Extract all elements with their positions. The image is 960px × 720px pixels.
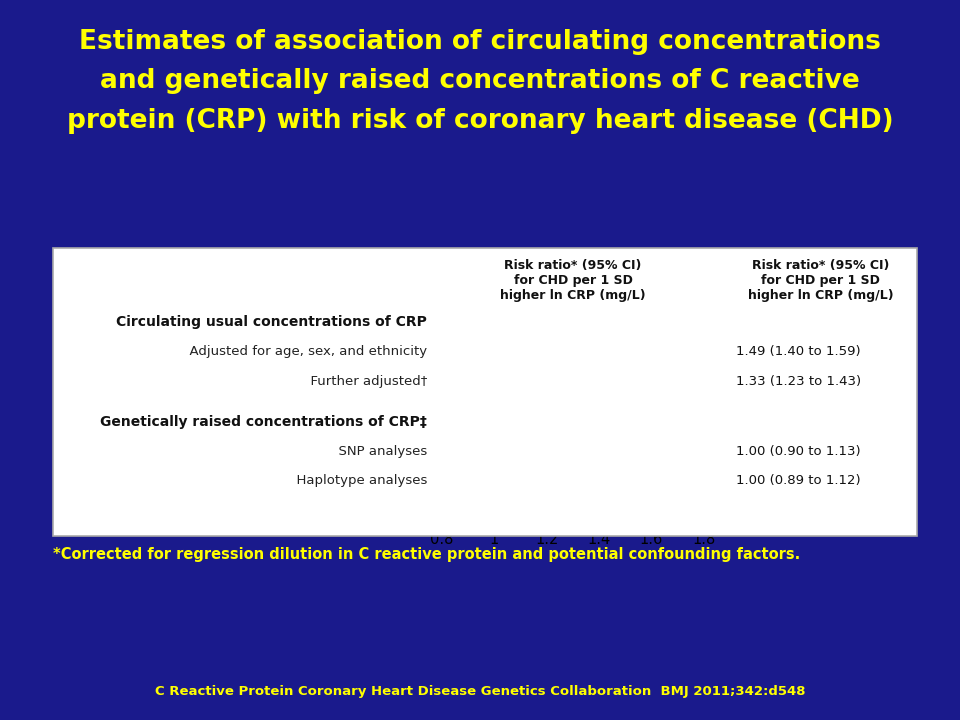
Text: 1.49 (1.40 to 1.59): 1.49 (1.40 to 1.59) [736,346,861,359]
Text: protein (CRP) with risk of coronary heart disease (CHD): protein (CRP) with risk of coronary hear… [66,108,894,134]
Text: Further adjusted†: Further adjusted† [301,375,427,388]
Text: *Corrected for regression dilution in C reactive protein and potential confoundi: *Corrected for regression dilution in C … [53,547,800,562]
Text: Genetically raised concentrations of CRP‡: Genetically raised concentrations of CRP… [101,415,427,429]
Text: and genetically raised concentrations of C reactive: and genetically raised concentrations of… [100,68,860,94]
Text: Risk ratio* (95% CI)
for CHD per 1 SD
higher ln CRP (mg/L): Risk ratio* (95% CI) for CHD per 1 SD hi… [500,259,646,302]
Text: C Reactive Protein Coronary Heart Disease Genetics Collaboration  BMJ 2011;342:d: C Reactive Protein Coronary Heart Diseas… [155,685,805,698]
Text: Circulating usual concentrations of CRP: Circulating usual concentrations of CRP [116,315,427,329]
Text: 1.00 (0.89 to 1.12): 1.00 (0.89 to 1.12) [736,474,861,487]
Text: SNP analyses: SNP analyses [330,445,427,459]
Text: 1.33 (1.23 to 1.43): 1.33 (1.23 to 1.43) [736,375,861,388]
Text: Haplotype analyses: Haplotype analyses [288,474,427,487]
Text: Adjusted for age, sex, and ethnicity: Adjusted for age, sex, and ethnicity [181,346,427,359]
Text: Risk ratio* (95% CI)
for CHD per 1 SD
higher ln CRP (mg/L): Risk ratio* (95% CI) for CHD per 1 SD hi… [748,259,894,302]
Text: Estimates of association of circulating concentrations: Estimates of association of circulating … [79,29,881,55]
Text: 1.00 (0.90 to 1.13): 1.00 (0.90 to 1.13) [736,445,861,459]
